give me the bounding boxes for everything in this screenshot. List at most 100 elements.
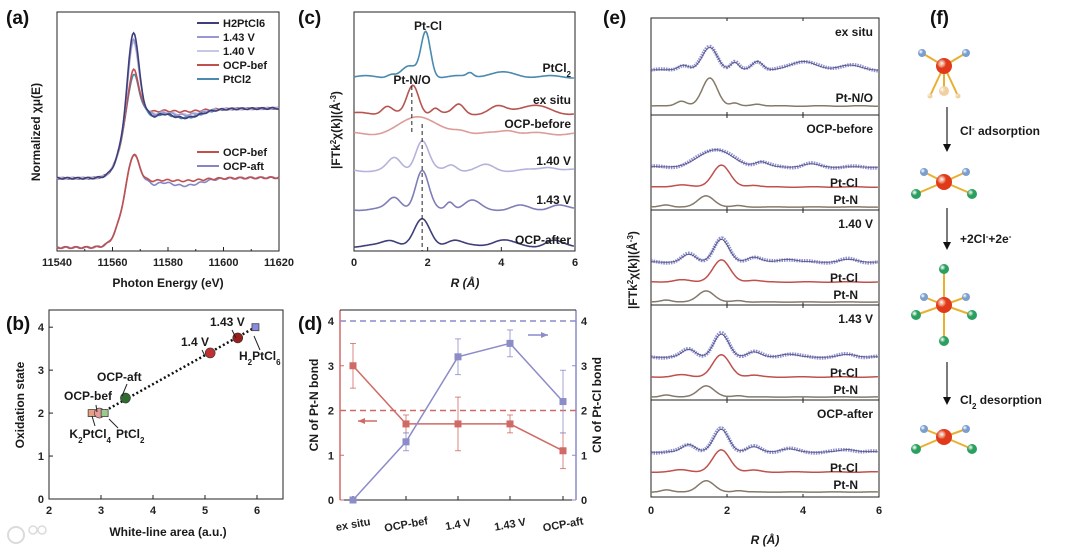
series-label: ex situ <box>533 93 571 107</box>
watermark-mark <box>7 526 25 544</box>
series-label: OCP-before <box>504 117 571 131</box>
component-pt-cl-curve <box>651 164 878 188</box>
subpanel-frame <box>650 399 880 498</box>
panel-label-a: (a) <box>6 8 29 29</box>
cl-atom-icon <box>967 444 977 454</box>
y-tick-label-left: 4 <box>328 316 335 328</box>
arrow-down-icon <box>943 397 951 405</box>
x-tick-label: 5 <box>202 505 208 517</box>
label-part: OCP-before <box>504 117 571 131</box>
y-tick-label-left: 2 <box>328 406 334 418</box>
component-label: Pt-N/O <box>836 91 873 105</box>
label-part: - <box>986 232 989 241</box>
y-tick-label-left: 0 <box>328 495 334 507</box>
label-part: +2e <box>988 232 1009 246</box>
h-atom-icon <box>939 86 949 96</box>
leader-line <box>108 418 119 429</box>
label-part: 2 <box>248 358 253 367</box>
watermark-mark <box>28 525 38 535</box>
point-label: OCP-bef <box>64 389 113 403</box>
experimental-data-curve <box>650 148 879 170</box>
label-part: OCP-aft <box>97 370 142 384</box>
component-label: Pt-N <box>833 288 858 302</box>
arrow-left-icon <box>358 418 365 424</box>
data-point <box>204 347 216 359</box>
label-part: 2 <box>567 70 572 79</box>
label-part: H <box>239 349 248 363</box>
leader-line <box>201 349 206 357</box>
experimental-data-curve <box>650 44 879 73</box>
y-tick-label-left: 3 <box>328 361 334 373</box>
y-axis-label: Oxidation state <box>13 361 27 448</box>
panel-label-f: (f) <box>930 8 949 29</box>
category-label: OCP-bef <box>383 515 429 535</box>
label-part: adsorption <box>975 124 1040 138</box>
cl-atom-icon <box>911 444 921 454</box>
fit-curve <box>651 238 878 263</box>
y-axis-label: Normalized χμ(E) <box>29 83 43 181</box>
label-part: |FT <box>626 290 640 309</box>
label-part: PtCl <box>116 427 140 441</box>
label-part: -3 <box>626 235 635 243</box>
ft-curve-ocp-before <box>353 116 575 136</box>
label-part: 1.43 V <box>210 315 245 329</box>
label-part: 2 <box>78 436 83 445</box>
leader-line <box>231 329 237 339</box>
component-pt-n-curve <box>651 195 878 208</box>
point-label: K2PtCl4 <box>69 427 111 445</box>
subpanel-title: ex situ <box>835 25 873 39</box>
label-part: 1.43 V <box>536 193 571 207</box>
data-point <box>349 362 357 370</box>
n-atom-icon <box>918 49 926 57</box>
x-tick-label: 4 <box>498 257 505 269</box>
x-axis-label: Photon Energy (eV) <box>112 276 223 290</box>
experimental-data-curve <box>651 236 879 265</box>
legend-entry: 1.40 V <box>223 46 255 58</box>
x-tick-label: 11540 <box>42 257 72 269</box>
legend-entry: OCP-bef <box>223 147 267 159</box>
x-tick-label: 3 <box>98 505 104 517</box>
n-atom-icon <box>962 425 970 433</box>
series-label: OCP-after <box>515 233 571 247</box>
y-tick-label-right: 1 <box>581 450 587 462</box>
category-label: 1.43 V <box>493 516 527 533</box>
x-tick-label: 6 <box>572 257 578 269</box>
point-label: H2PtCl6 <box>239 349 281 367</box>
label-part: 2 <box>972 402 977 411</box>
series-label: 1.43 V <box>536 193 571 207</box>
label-part: Cl <box>960 393 972 407</box>
y-axis-label: |FTk2χ(k)|(Å-3) <box>328 91 343 169</box>
label-part: 2 <box>140 436 145 445</box>
subpanel-title: OCP-before <box>806 122 873 136</box>
label-part: 2 <box>329 139 338 144</box>
data-point <box>506 420 514 428</box>
legend-entry: OCP-bef <box>223 60 267 72</box>
component-pt-n-curve <box>651 385 878 398</box>
x-tick-label: 4 <box>800 505 807 517</box>
label-part: ex situ <box>533 93 571 107</box>
component-label: Pt-N <box>833 383 858 397</box>
component-pt-cl-curve <box>651 449 878 473</box>
panel-label-d: (d) <box>298 314 322 335</box>
step-label-cl-adsorption: Cl- adsorption <box>960 124 1040 139</box>
data-point <box>559 398 567 406</box>
panel-label-b: (b) <box>6 314 30 335</box>
y-tick-label-left: 1 <box>328 450 334 462</box>
component-pt-n-curve <box>651 290 878 303</box>
experimental-data-curve <box>650 426 879 455</box>
x-axis-label: White-line area (a.u.) <box>109 525 226 539</box>
label-part: K <box>69 427 78 441</box>
y-axis-label-right: CN of Pt-Cl bond <box>590 357 604 453</box>
cl-atom-icon <box>939 336 949 346</box>
subpanel-title: OCP-after <box>817 407 873 421</box>
label-part: χ(k)|(Å <box>625 242 640 280</box>
subpanel-title: 1.43 V <box>838 312 873 326</box>
step-label-cl2-desorption: Cl2 desorption <box>960 393 1042 411</box>
fit-curve <box>651 149 878 168</box>
step-label-2cl-2e: +2Cl-+2e- <box>960 232 1012 247</box>
label-part: 6 <box>276 358 281 367</box>
n-atom-icon <box>962 293 970 301</box>
cl-atom-icon <box>911 189 921 199</box>
